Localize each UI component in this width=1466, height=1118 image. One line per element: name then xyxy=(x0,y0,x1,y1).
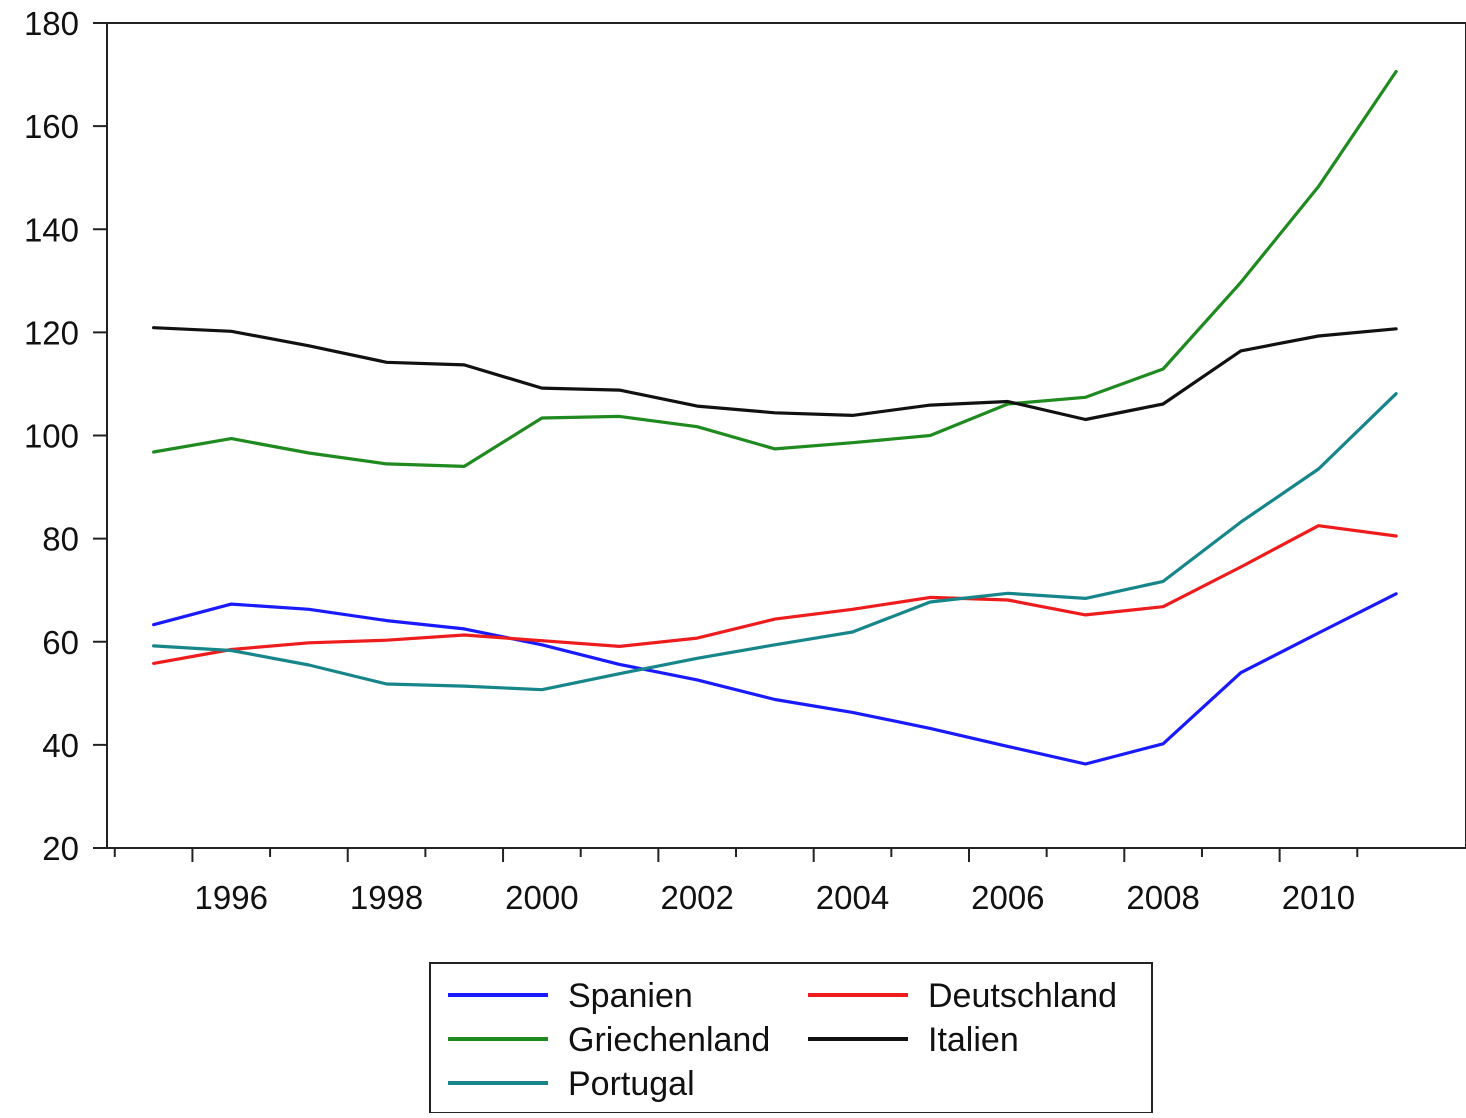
legend-label-portugal: Portugal xyxy=(568,1065,695,1103)
y-tick-label: 20 xyxy=(42,830,79,867)
series-line-spanien xyxy=(152,592,1398,766)
y-tick-label: 180 xyxy=(24,5,79,42)
y-axis: 20 40 60 80 100 120 140 160 180 xyxy=(24,5,107,867)
x-tick-label: 2004 xyxy=(816,879,889,916)
series-layer xyxy=(152,69,1398,766)
plot-frame xyxy=(106,22,1466,849)
series-line-portugal xyxy=(152,392,1398,692)
y-tick-label: 40 xyxy=(42,727,79,764)
y-tick-label: 60 xyxy=(42,624,79,661)
series-line-italien xyxy=(152,326,1398,422)
y-tick-label: 160 xyxy=(24,108,79,145)
legend: Spanien Deutschland Griechenland Italien… xyxy=(429,962,1153,1114)
series-line-deutschland xyxy=(152,524,1398,666)
legend-label-deutschland: Deutschland xyxy=(928,977,1117,1015)
y-tick-label: 140 xyxy=(24,211,79,248)
y-tick-label: 120 xyxy=(24,314,79,351)
x-tick-label: 1996 xyxy=(195,879,268,916)
x-tick-label: 2000 xyxy=(505,879,578,916)
legend-label-griechenland: Griechenland xyxy=(568,1021,770,1059)
x-tick-label: 2008 xyxy=(1126,879,1199,916)
x-tick-label: 2006 xyxy=(971,879,1044,916)
x-tick-label: 1998 xyxy=(350,879,423,916)
x-axis: 1996 1998 2000 2002 2004 2006 2008 2010 xyxy=(113,848,1359,916)
y-tick-label: 100 xyxy=(24,418,79,455)
y-tick-label: 80 xyxy=(42,521,79,558)
x-tick-label: 2010 xyxy=(1282,879,1355,916)
legend-box xyxy=(429,962,1153,1114)
x-tick-label: 2002 xyxy=(660,879,733,916)
series-line-griechenland xyxy=(152,69,1398,468)
legend-label-spanien: Spanien xyxy=(568,977,693,1015)
legend-label-italien: Italien xyxy=(928,1021,1019,1059)
